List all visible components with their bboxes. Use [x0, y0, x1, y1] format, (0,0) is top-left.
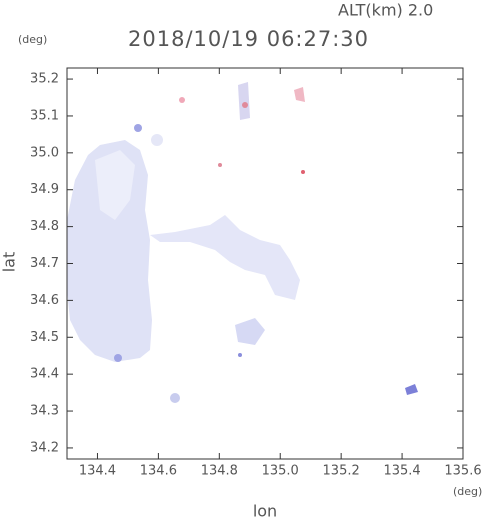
subtitle: ALT(km) 2.0 — [338, 1, 433, 20]
x-unit: (deg) — [453, 485, 482, 498]
y-tick-label: 34.4 — [30, 367, 59, 382]
x-tick-label: 134.8 — [201, 464, 238, 479]
y-tick-label: 34.5 — [30, 330, 59, 345]
x-tick-label: 134.6 — [140, 464, 177, 479]
y-tick-label: 34.3 — [30, 404, 59, 419]
y-tick-label: 35.2 — [30, 72, 59, 87]
x-tick-label: 135.2 — [323, 464, 360, 479]
y-tick-label: 35.1 — [30, 108, 59, 123]
x-axis-label: lon — [253, 502, 277, 521]
y-tick-label: 34.8 — [30, 219, 59, 234]
x-tick-label: 135.0 — [262, 464, 299, 479]
x-tick-label: 134.4 — [79, 464, 116, 479]
y-tick-label: 35.0 — [30, 145, 59, 160]
y-tick-label: 34.7 — [30, 256, 59, 271]
y-axis-label: lat — [0, 252, 19, 273]
y-tick-label: 34.9 — [30, 182, 59, 197]
y-tick-label: 34.6 — [30, 293, 59, 308]
x-tick-label: 135.6 — [444, 464, 481, 479]
y-tick-label: 34.2 — [30, 440, 59, 455]
echoes — [67, 82, 418, 403]
x-tick-label: 135.4 — [383, 464, 420, 479]
y-unit: (deg) — [18, 33, 47, 46]
chart-title: 2018/10/19 06:27:30 — [128, 27, 369, 51]
